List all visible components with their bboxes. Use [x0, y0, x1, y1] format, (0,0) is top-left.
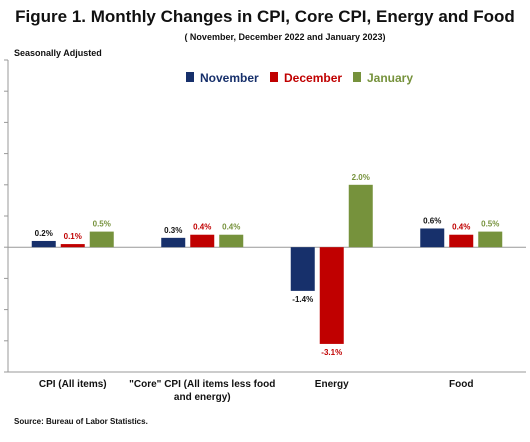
bar-december-2 [319, 247, 344, 344]
data-label-november-0: 0.2% [35, 229, 53, 238]
data-label-november-2: -1.4% [292, 295, 313, 304]
category-label-1: "Core" CPI (All items less food and energ… [129, 379, 275, 403]
bar-november-0 [31, 240, 56, 248]
category-label-0: CPI (All items) [39, 379, 107, 390]
data-label-november-1: 0.3% [164, 226, 182, 235]
category-label-2: Energy [315, 379, 349, 390]
data-label-december-1: 0.4% [193, 223, 211, 232]
data-label-january-3: 0.5% [481, 220, 499, 229]
chart-subtitle: ( November, December 2022 and January 20… [184, 32, 386, 42]
bar-november-2 [290, 247, 315, 291]
seasonal-note: Seasonally Adjusted [14, 48, 102, 58]
data-label-december-3: 0.4% [452, 223, 470, 232]
data-label-january-0: 0.5% [93, 220, 111, 229]
data-label-january-1: 0.4% [222, 223, 240, 232]
legend-swatch-november [186, 72, 194, 82]
bar-december-3 [449, 234, 474, 248]
bar-january-2 [348, 184, 373, 248]
category-label-3: Food [449, 379, 473, 390]
bar-january-0 [89, 231, 114, 248]
legend-swatch-december [270, 72, 278, 82]
bar-january-1 [219, 234, 244, 248]
data-label-november-3: 0.6% [423, 216, 441, 225]
legend-label-november: November [200, 71, 259, 85]
source-note: Source: Bureau of Labor Statistics. [14, 417, 148, 426]
bar-december-1 [190, 234, 215, 248]
legend-label-january: January [367, 71, 413, 85]
bar-december-0 [60, 244, 85, 248]
legend-label-december: December [284, 71, 342, 85]
bar-january-3 [478, 231, 503, 248]
data-label-december-0: 0.1% [64, 232, 82, 241]
legend-swatch-january [353, 72, 361, 82]
bar-november-1 [161, 237, 186, 248]
bar-november-3 [420, 228, 445, 248]
data-label-january-2: 2.0% [352, 173, 370, 182]
data-label-december-2: -3.1% [321, 348, 342, 357]
chart-title: Figure 1. Monthly Changes in CPI, Core C… [15, 7, 515, 26]
